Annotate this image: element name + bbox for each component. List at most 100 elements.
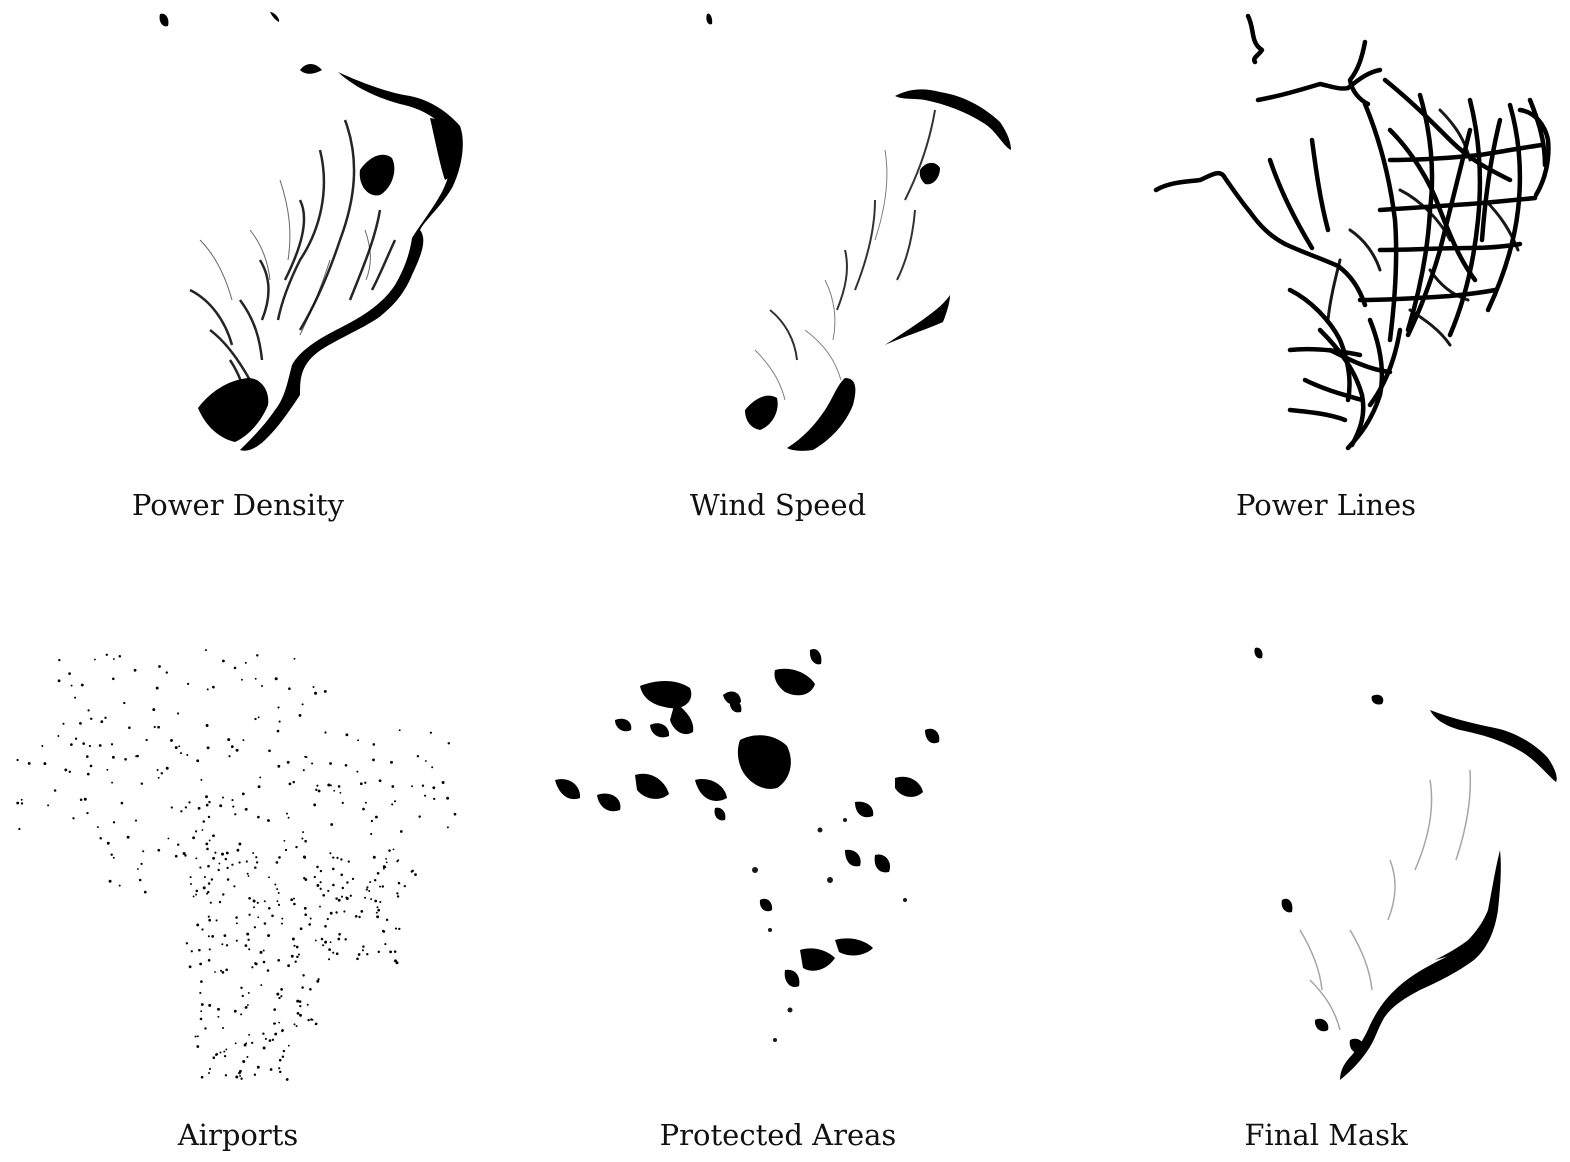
airport-point: [274, 1032, 278, 1036]
airport-point: [368, 890, 371, 892]
airport-point: [341, 886, 345, 890]
airport-point: [364, 781, 367, 784]
airport-point: [153, 725, 156, 729]
airport-point: [205, 842, 209, 846]
airport-point: [221, 971, 225, 974]
panel-caption: Protected Areas: [659, 1118, 897, 1152]
airport-point: [278, 1070, 282, 1074]
airport-point: [234, 813, 237, 816]
airport-point: [246, 932, 250, 936]
airport-point: [360, 910, 364, 913]
airport-point: [354, 915, 358, 918]
airport-point: [277, 892, 280, 894]
airport-point: [280, 988, 283, 991]
airport-point: [276, 888, 279, 891]
airport-point: [309, 917, 312, 920]
wind-speed-map: [706, 13, 1011, 451]
airport-point: [222, 893, 225, 896]
airport-point: [207, 815, 211, 819]
airport-point: [296, 1012, 300, 1015]
airport-point: [128, 726, 131, 729]
airport-point: [246, 1055, 249, 1059]
airport-point: [374, 899, 378, 903]
airport-point: [271, 914, 274, 918]
airport-point: [204, 649, 207, 652]
airport-point: [138, 878, 142, 882]
airport-point: [357, 953, 361, 956]
airport-point: [225, 851, 229, 855]
airport-point: [329, 911, 333, 915]
airport-point: [295, 845, 298, 849]
airport-point: [276, 729, 280, 733]
airport-point: [316, 979, 320, 983]
airport-point: [145, 738, 148, 742]
airport-point: [369, 881, 372, 884]
airport-point: [111, 781, 114, 784]
power-lines-map: [1153, 13, 1551, 451]
airport-point: [344, 938, 347, 941]
airport-point: [155, 686, 159, 690]
airport-point: [335, 911, 338, 914]
airport-point: [373, 879, 377, 882]
airport-point: [277, 764, 281, 768]
airport-point: [358, 915, 361, 919]
airport-point: [340, 895, 344, 898]
airport-point: [186, 682, 190, 686]
airport-point: [385, 918, 389, 922]
airport-point: [399, 830, 403, 833]
airport-point: [313, 803, 317, 807]
airport-point: [142, 850, 145, 853]
airport-point: [356, 957, 359, 961]
airport-point: [207, 915, 210, 918]
airport-point: [230, 745, 234, 749]
airport-point: [393, 800, 397, 803]
airport-point: [362, 945, 365, 948]
airport-point: [275, 861, 279, 864]
airport-point: [278, 720, 281, 723]
airport-point: [315, 788, 318, 791]
airport-point: [314, 1023, 317, 1026]
airport-point: [323, 689, 327, 693]
airport-point: [106, 768, 109, 771]
airport-point: [385, 861, 388, 864]
airport-point: [304, 913, 307, 916]
airport-point: [329, 784, 332, 787]
airport-point: [207, 935, 210, 938]
airport-point: [293, 657, 296, 660]
airport-point: [351, 877, 355, 881]
airport-point: [319, 887, 322, 890]
airport-point: [268, 907, 271, 910]
airport-point: [248, 913, 251, 916]
airport-point: [201, 928, 204, 931]
airport-point: [235, 916, 238, 919]
airport-point: [247, 875, 250, 877]
airport-point: [70, 743, 73, 746]
airport-point: [209, 901, 212, 904]
airport-point: [293, 897, 295, 900]
airport-point: [364, 801, 367, 804]
panel-caption: Wind Speed: [689, 488, 867, 522]
airport-point: [199, 866, 202, 869]
airport-point: [110, 743, 114, 746]
airport-point: [328, 958, 331, 961]
airport-point: [396, 895, 400, 898]
airport-point: [398, 729, 401, 732]
airport-point: [124, 758, 127, 761]
airport-point: [280, 995, 283, 998]
airport-point: [179, 752, 183, 755]
airports-map: [16, 649, 457, 1081]
panel-power-lines: Power Lines: [1090, 0, 1570, 540]
airport-point: [74, 737, 78, 740]
airport-point: [108, 879, 112, 883]
airport-point: [205, 795, 208, 799]
airport-point: [110, 853, 113, 856]
airport-point: [222, 659, 225, 663]
airport-point: [199, 1017, 203, 1021]
airport-point: [282, 1049, 286, 1053]
airport-point: [447, 742, 451, 745]
panel-caption: Airports: [177, 1118, 299, 1152]
airport-point: [188, 965, 192, 969]
airport-point: [68, 770, 72, 773]
airport-point: [332, 951, 335, 954]
panel-protected-areas: Protected Areas: [545, 630, 1025, 1162]
